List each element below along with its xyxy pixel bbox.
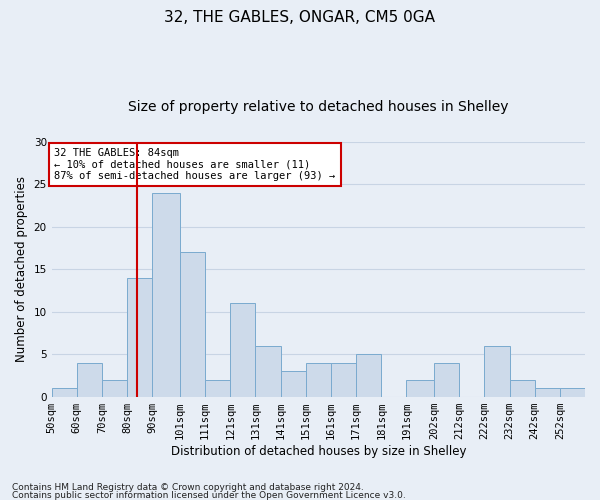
Y-axis label: Number of detached properties: Number of detached properties: [15, 176, 28, 362]
Bar: [535, 388, 560, 396]
Bar: [406, 380, 434, 396]
Text: 32 THE GABLES: 84sqm
← 10% of detached houses are smaller (11)
87% of semi-detac: 32 THE GABLES: 84sqm ← 10% of detached h…: [55, 148, 335, 181]
Bar: [356, 354, 381, 397]
Bar: [281, 371, 306, 396]
Bar: [52, 388, 77, 396]
Bar: [560, 388, 585, 396]
Bar: [434, 362, 459, 396]
Text: Contains HM Land Registry data © Crown copyright and database right 2024.: Contains HM Land Registry data © Crown c…: [12, 484, 364, 492]
Title: Size of property relative to detached houses in Shelley: Size of property relative to detached ho…: [128, 100, 509, 114]
Bar: [331, 362, 356, 396]
Bar: [509, 380, 535, 396]
Bar: [256, 346, 281, 397]
Bar: [306, 362, 331, 396]
Bar: [127, 278, 152, 396]
Bar: [77, 362, 102, 396]
Text: 32, THE GABLES, ONGAR, CM5 0GA: 32, THE GABLES, ONGAR, CM5 0GA: [164, 10, 436, 25]
Bar: [205, 380, 230, 396]
Bar: [102, 380, 127, 396]
Bar: [152, 192, 180, 396]
Bar: [230, 303, 256, 396]
Bar: [180, 252, 205, 396]
Bar: [484, 346, 509, 397]
X-axis label: Distribution of detached houses by size in Shelley: Distribution of detached houses by size …: [170, 444, 466, 458]
Text: Contains public sector information licensed under the Open Government Licence v3: Contains public sector information licen…: [12, 490, 406, 500]
